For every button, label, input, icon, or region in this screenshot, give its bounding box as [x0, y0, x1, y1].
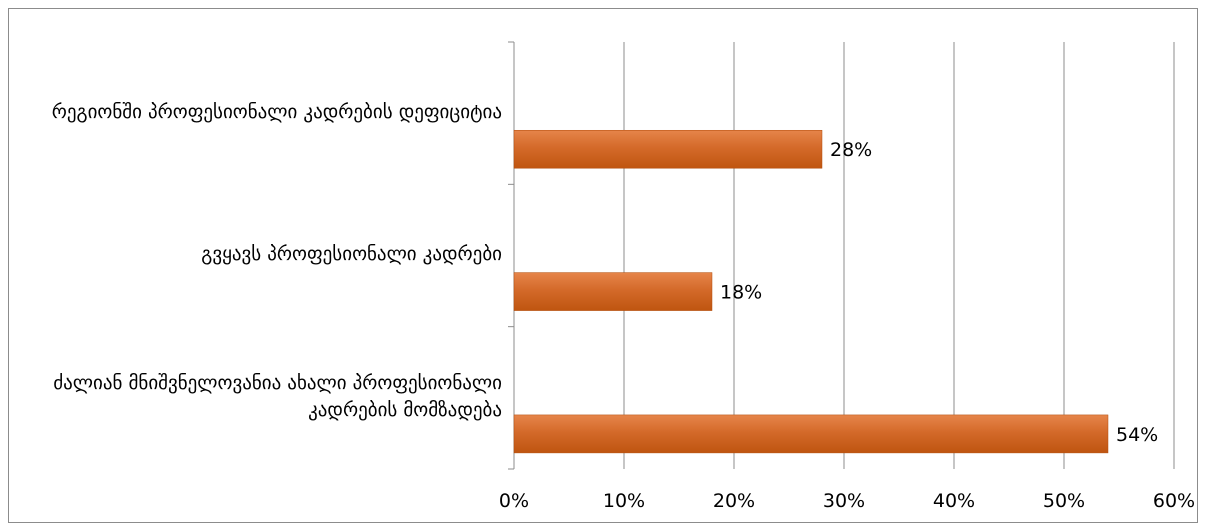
- category-label-wrap: გვყავს პროფესიონალი კადრები: [16, 241, 502, 268]
- data-label: 28%: [830, 139, 872, 161]
- bar: [513, 414, 1109, 454]
- category-label: რეგიონში პროფესიონალი კადრების დეფიციტია: [51, 100, 502, 123]
- category-label-wrap: ძალიან მნიშვნელოვანია ახალი პროფესიონალი…: [16, 370, 502, 424]
- x-tick-labels: 0% 10% 20% 30% 40% 50% 60%: [499, 490, 1195, 512]
- bar: [513, 129, 823, 169]
- x-tick-label: 30%: [823, 490, 865, 512]
- category-label: ძალიან მნიშვნელოვანია ახალი პროფესიონალი…: [53, 371, 502, 421]
- x-tick-label: 0%: [499, 490, 529, 512]
- x-tick-label: 20%: [713, 490, 755, 512]
- x-tick-label: 60%: [1153, 490, 1195, 512]
- gridlines: [623, 42, 1175, 469]
- x-tick-label: 10%: [603, 490, 645, 512]
- data-label: 54%: [1116, 424, 1158, 446]
- data-label: 18%: [720, 282, 762, 304]
- data-labels: 28% 18% 54%: [720, 139, 1158, 446]
- category-label-wrap: რეგიონში პროფესიონალი კადრების დეფიციტია: [16, 99, 502, 126]
- x-tick-label: 50%: [1043, 490, 1085, 512]
- bar: [513, 272, 713, 311]
- x-tick-label: 40%: [933, 490, 975, 512]
- category-label: გვყავს პროფესიონალი კადრები: [201, 243, 502, 266]
- bars: [513, 129, 1109, 454]
- category-axis: [508, 41, 515, 470]
